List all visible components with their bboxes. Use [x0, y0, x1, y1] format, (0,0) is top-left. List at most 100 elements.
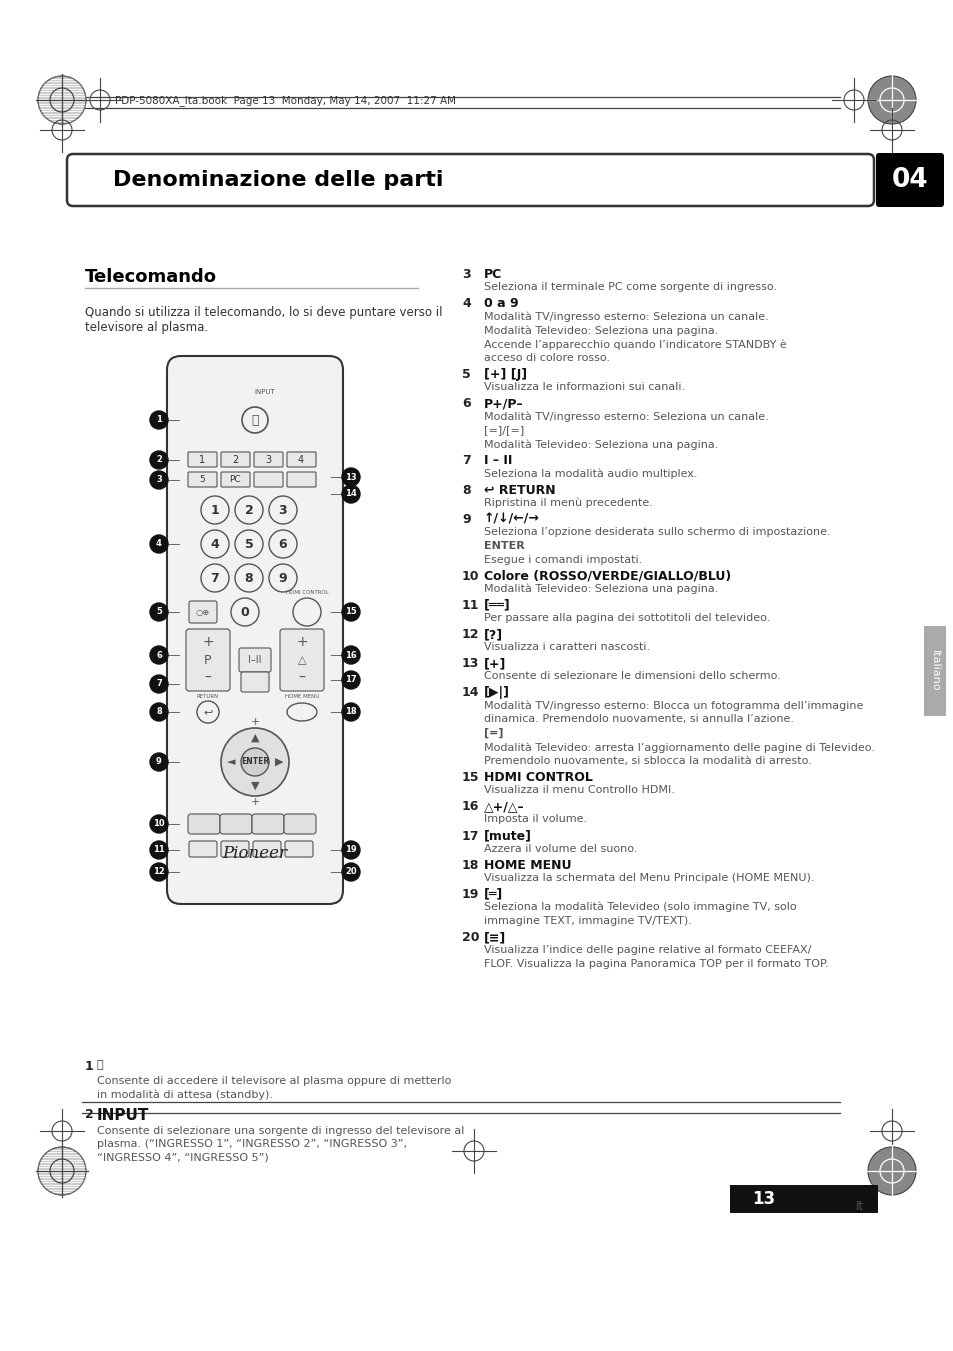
FancyBboxPatch shape: [167, 357, 343, 904]
Text: 18: 18: [345, 708, 356, 716]
Text: ▲: ▲: [251, 734, 259, 743]
Text: 13: 13: [461, 657, 478, 670]
Text: Seleziona il terminale PC come sorgente di ingresso.: Seleziona il terminale PC come sorgente …: [483, 282, 776, 292]
Text: 12: 12: [461, 628, 479, 640]
Text: Visualizza i caratteri nascosti.: Visualizza i caratteri nascosti.: [483, 642, 649, 653]
Text: [+]: [+]: [483, 657, 506, 670]
Text: 10: 10: [153, 820, 165, 828]
Text: 3: 3: [156, 476, 162, 485]
Text: 7: 7: [211, 571, 219, 585]
FancyBboxPatch shape: [188, 815, 220, 834]
Text: 04: 04: [891, 168, 927, 193]
Text: 3: 3: [461, 267, 470, 281]
Text: 5: 5: [461, 369, 470, 381]
Text: 13: 13: [751, 1190, 774, 1208]
Text: Esegue i comandi impostati.: Esegue i comandi impostati.: [483, 554, 641, 565]
Circle shape: [150, 411, 168, 430]
Text: 0 a 9: 0 a 9: [483, 297, 518, 311]
Text: televisore al plasma.: televisore al plasma.: [85, 322, 208, 334]
Text: plasma. (“INGRESSO 1”, “INGRESSO 2”, “INGRESSO 3”,: plasma. (“INGRESSO 1”, “INGRESSO 2”, “IN…: [97, 1139, 407, 1148]
Text: Modalità Televideo: Seleziona una pagina.: Modalità Televideo: Seleziona una pagina…: [483, 326, 718, 335]
Text: 14: 14: [461, 686, 479, 700]
Text: ▼: ▼: [251, 781, 259, 790]
Circle shape: [341, 467, 359, 486]
Circle shape: [867, 76, 915, 124]
FancyBboxPatch shape: [253, 453, 283, 467]
Text: ↑/↓/←/→: ↑/↓/←/→: [483, 512, 539, 526]
Text: dinamica. Premendolo nuovamente, si annulla l’azione.: dinamica. Premendolo nuovamente, si annu…: [483, 715, 793, 724]
Text: HOME MENU: HOME MENU: [483, 859, 571, 871]
Circle shape: [150, 842, 168, 859]
Text: Modalità TV/ingresso esterno: Seleziona un canale.: Modalità TV/ingresso esterno: Seleziona …: [483, 411, 768, 422]
Text: Modalità Televideo: Seleziona una pagina.: Modalità Televideo: Seleziona una pagina…: [483, 439, 718, 450]
Text: Seleziona l’opzione desiderata sullo schermo di impostazione.: Seleziona l’opzione desiderata sullo sch…: [483, 527, 830, 536]
Text: 3: 3: [278, 504, 287, 516]
Text: 4: 4: [156, 539, 162, 549]
Text: 2: 2: [156, 455, 162, 465]
Text: PC: PC: [483, 267, 501, 281]
Text: Seleziona la modalità audio multiplex.: Seleziona la modalità audio multiplex.: [483, 469, 697, 478]
Text: Modalità TV/ingresso esterno: Seleziona un canale.: Modalità TV/ingresso esterno: Seleziona …: [483, 311, 768, 322]
FancyBboxPatch shape: [221, 842, 249, 857]
FancyBboxPatch shape: [189, 842, 216, 857]
Text: 11: 11: [153, 846, 165, 854]
FancyBboxPatch shape: [287, 471, 315, 486]
Text: P+/P–: P+/P–: [483, 397, 523, 411]
Text: Ripristina il menù precedente.: Ripristina il menù precedente.: [483, 497, 652, 508]
Text: ↩ RETURN: ↩ RETURN: [483, 484, 555, 497]
Circle shape: [241, 748, 269, 775]
Circle shape: [150, 703, 168, 721]
FancyBboxPatch shape: [923, 626, 945, 716]
Text: 1: 1: [211, 504, 219, 516]
FancyBboxPatch shape: [221, 471, 250, 486]
FancyBboxPatch shape: [285, 842, 313, 857]
Text: HDMI CONTROL: HDMI CONTROL: [483, 771, 592, 784]
Text: HDMI CONTROL: HDMI CONTROL: [285, 589, 328, 594]
Text: Premendolo nuovamente, si sblocca la modalità di arresto.: Premendolo nuovamente, si sblocca la mod…: [483, 757, 811, 766]
Text: I – II: I – II: [483, 454, 512, 467]
Text: [══]: [══]: [483, 598, 510, 612]
FancyBboxPatch shape: [875, 153, 943, 207]
Text: FLOF. Visualizza la pagina Panoramica TOP per il formato TOP.: FLOF. Visualizza la pagina Panoramica TO…: [483, 959, 828, 969]
Circle shape: [150, 815, 168, 834]
Text: –: –: [204, 671, 212, 685]
Text: 17: 17: [345, 676, 356, 685]
Text: 1: 1: [85, 1061, 93, 1073]
Text: 10: 10: [461, 570, 479, 582]
Text: 9: 9: [156, 758, 162, 766]
Text: Consente di accedere il televisore al plasma oppure di metterlo: Consente di accedere il televisore al pl…: [97, 1075, 451, 1086]
Text: 12: 12: [153, 867, 165, 877]
Text: 4: 4: [461, 297, 470, 311]
Text: ⏻: ⏻: [97, 1061, 104, 1070]
Text: 16: 16: [345, 650, 356, 659]
Text: 3: 3: [265, 455, 271, 465]
Circle shape: [341, 485, 359, 503]
Text: 8: 8: [244, 571, 253, 585]
Text: [═]: [═]: [483, 888, 503, 901]
Text: P: P: [204, 654, 212, 666]
Text: [+] [J]: [+] [J]: [483, 369, 527, 381]
Text: Seleziona la modalità Televideo (solo immagine TV, solo: Seleziona la modalità Televideo (solo im…: [483, 902, 796, 912]
Circle shape: [341, 603, 359, 621]
FancyBboxPatch shape: [189, 601, 216, 623]
Text: 6: 6: [156, 650, 162, 659]
Circle shape: [341, 703, 359, 721]
Circle shape: [341, 671, 359, 689]
Text: 18: 18: [461, 859, 478, 871]
Text: 1: 1: [156, 416, 162, 424]
Text: Modalità Televideo: Seleziona una pagina.: Modalità Televideo: Seleziona una pagina…: [483, 584, 718, 594]
Text: [=]/[=]: [=]/[=]: [483, 426, 524, 435]
Text: Modalità TV/ingresso esterno: Blocca un fotogramma dell’immagine: Modalità TV/ingresso esterno: Blocca un …: [483, 700, 862, 711]
Text: +: +: [295, 635, 308, 648]
FancyBboxPatch shape: [253, 842, 281, 857]
Text: 1: 1: [199, 455, 205, 465]
FancyBboxPatch shape: [729, 1185, 877, 1213]
Text: Modalità Televideo: arresta l’aggiornamento delle pagine di Televideo.: Modalità Televideo: arresta l’aggiorname…: [483, 742, 874, 753]
Text: INPUT: INPUT: [254, 389, 275, 394]
Text: [?]: [?]: [483, 628, 502, 640]
Text: 5: 5: [156, 608, 162, 616]
Text: HOME MENU: HOME MENU: [285, 694, 319, 698]
Text: 2: 2: [85, 1108, 93, 1121]
Text: 13: 13: [345, 473, 356, 481]
Text: 5: 5: [199, 476, 205, 485]
